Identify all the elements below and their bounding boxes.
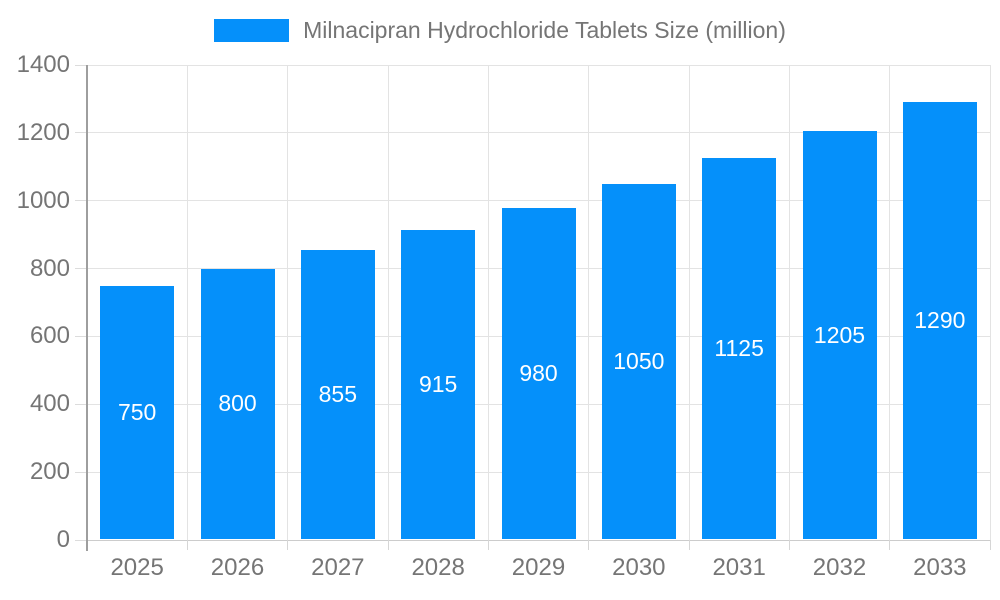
- x-axis-tick: [588, 540, 590, 550]
- legend-label: Milnacipran Hydrochloride Tablets Size (…: [303, 17, 786, 43]
- x-axis-tick-label: 2028: [411, 554, 465, 581]
- bar-value-label: 800: [218, 390, 257, 417]
- bar-2028[interactable]: 915: [401, 229, 476, 539]
- y-axis-tick: [75, 471, 87, 473]
- bar-2026[interactable]: 800: [200, 268, 275, 539]
- y-axis-tick: [75, 403, 87, 405]
- y-axis-tick: [75, 132, 87, 134]
- x-axis-tick: [889, 540, 891, 550]
- bar-value-label: 750: [117, 398, 157, 425]
- x-axis-tick-label: 2031: [712, 554, 766, 581]
- gridline-vertical: [989, 65, 991, 540]
- gridline-horizontal: [87, 132, 990, 134]
- x-axis-tick: [788, 540, 790, 550]
- x-axis-tick-label: 2025: [110, 554, 164, 581]
- y-axis-tick: [75, 64, 87, 66]
- x-axis-tick: [487, 540, 489, 550]
- y-axis-tick-label: 600: [29, 322, 70, 350]
- bar-value-label: 980: [519, 359, 558, 386]
- x-axis-tick-label: 2026: [210, 554, 265, 581]
- plot-area: 0 200 400 600 800 1000 1200 1400 750 2025 800 2026 8…: [17, 51, 991, 581]
- bar-2025[interactable]: 750: [100, 285, 175, 539]
- y-axis-tick-label: 1200: [16, 118, 70, 146]
- y-axis-line: [86, 65, 88, 551]
- bar-2031[interactable]: 1125: [702, 158, 777, 539]
- x-axis-tick-label: 2029: [511, 554, 566, 581]
- legend-swatch: [214, 18, 290, 42]
- y-axis-tick: [75, 200, 87, 202]
- x-axis-tick: [387, 540, 389, 550]
- y-axis-tick-label: 200: [29, 458, 70, 486]
- bar-value-label: 1205: [813, 321, 866, 348]
- gridline-vertical: [186, 65, 188, 540]
- bar-value-label: 1290: [914, 307, 966, 334]
- gridline-vertical: [588, 65, 590, 540]
- bar-2030[interactable]: 1050: [601, 183, 676, 539]
- bar-2032[interactable]: 1205: [802, 131, 877, 539]
- bar-2027[interactable]: 855: [300, 249, 375, 539]
- bar-2029[interactable]: 980: [501, 207, 576, 539]
- y-axis-tick: [75, 268, 87, 270]
- x-axis-tick-label: 2033: [913, 554, 967, 581]
- y-axis-tick-label: 0: [56, 526, 70, 553]
- y-axis-tick-label: 1000: [16, 186, 70, 214]
- gridline-vertical: [889, 65, 891, 540]
- gridline-vertical: [788, 65, 790, 540]
- x-axis-tick: [186, 540, 188, 550]
- bar-value-label: 855: [318, 380, 358, 407]
- gridline-vertical: [487, 65, 489, 540]
- bar-value-label: 1125: [714, 335, 764, 362]
- y-axis-tick-label: 1400: [16, 51, 70, 78]
- y-axis-tick: [75, 335, 87, 337]
- x-axis-tick-label: 2027: [311, 554, 365, 581]
- gridline-horizontal: [87, 64, 990, 66]
- gridline-vertical: [287, 65, 289, 540]
- gridline-vertical: [688, 65, 690, 540]
- x-axis-tick: [287, 540, 289, 550]
- x-axis-tick: [989, 540, 991, 550]
- x-axis-tick: [688, 540, 690, 550]
- x-axis-tick-label: 2032: [812, 554, 867, 581]
- gridline-vertical: [387, 65, 389, 540]
- y-axis-tick-label: 400: [29, 390, 70, 418]
- gridline-horizontal: [87, 539, 990, 541]
- y-axis-tick: [75, 539, 87, 541]
- y-axis-tick-label: 800: [29, 254, 70, 282]
- bar-value-label: 915: [418, 370, 458, 397]
- x-axis-tick-label: 2030: [612, 554, 666, 581]
- gridline-horizontal: [87, 200, 990, 202]
- bar-value-label: 1050: [613, 347, 665, 374]
- legend[interactable]: Milnacipran Hydrochloride Tablets Size (…: [0, 16, 1000, 44]
- bar-2033[interactable]: 1290: [902, 102, 977, 539]
